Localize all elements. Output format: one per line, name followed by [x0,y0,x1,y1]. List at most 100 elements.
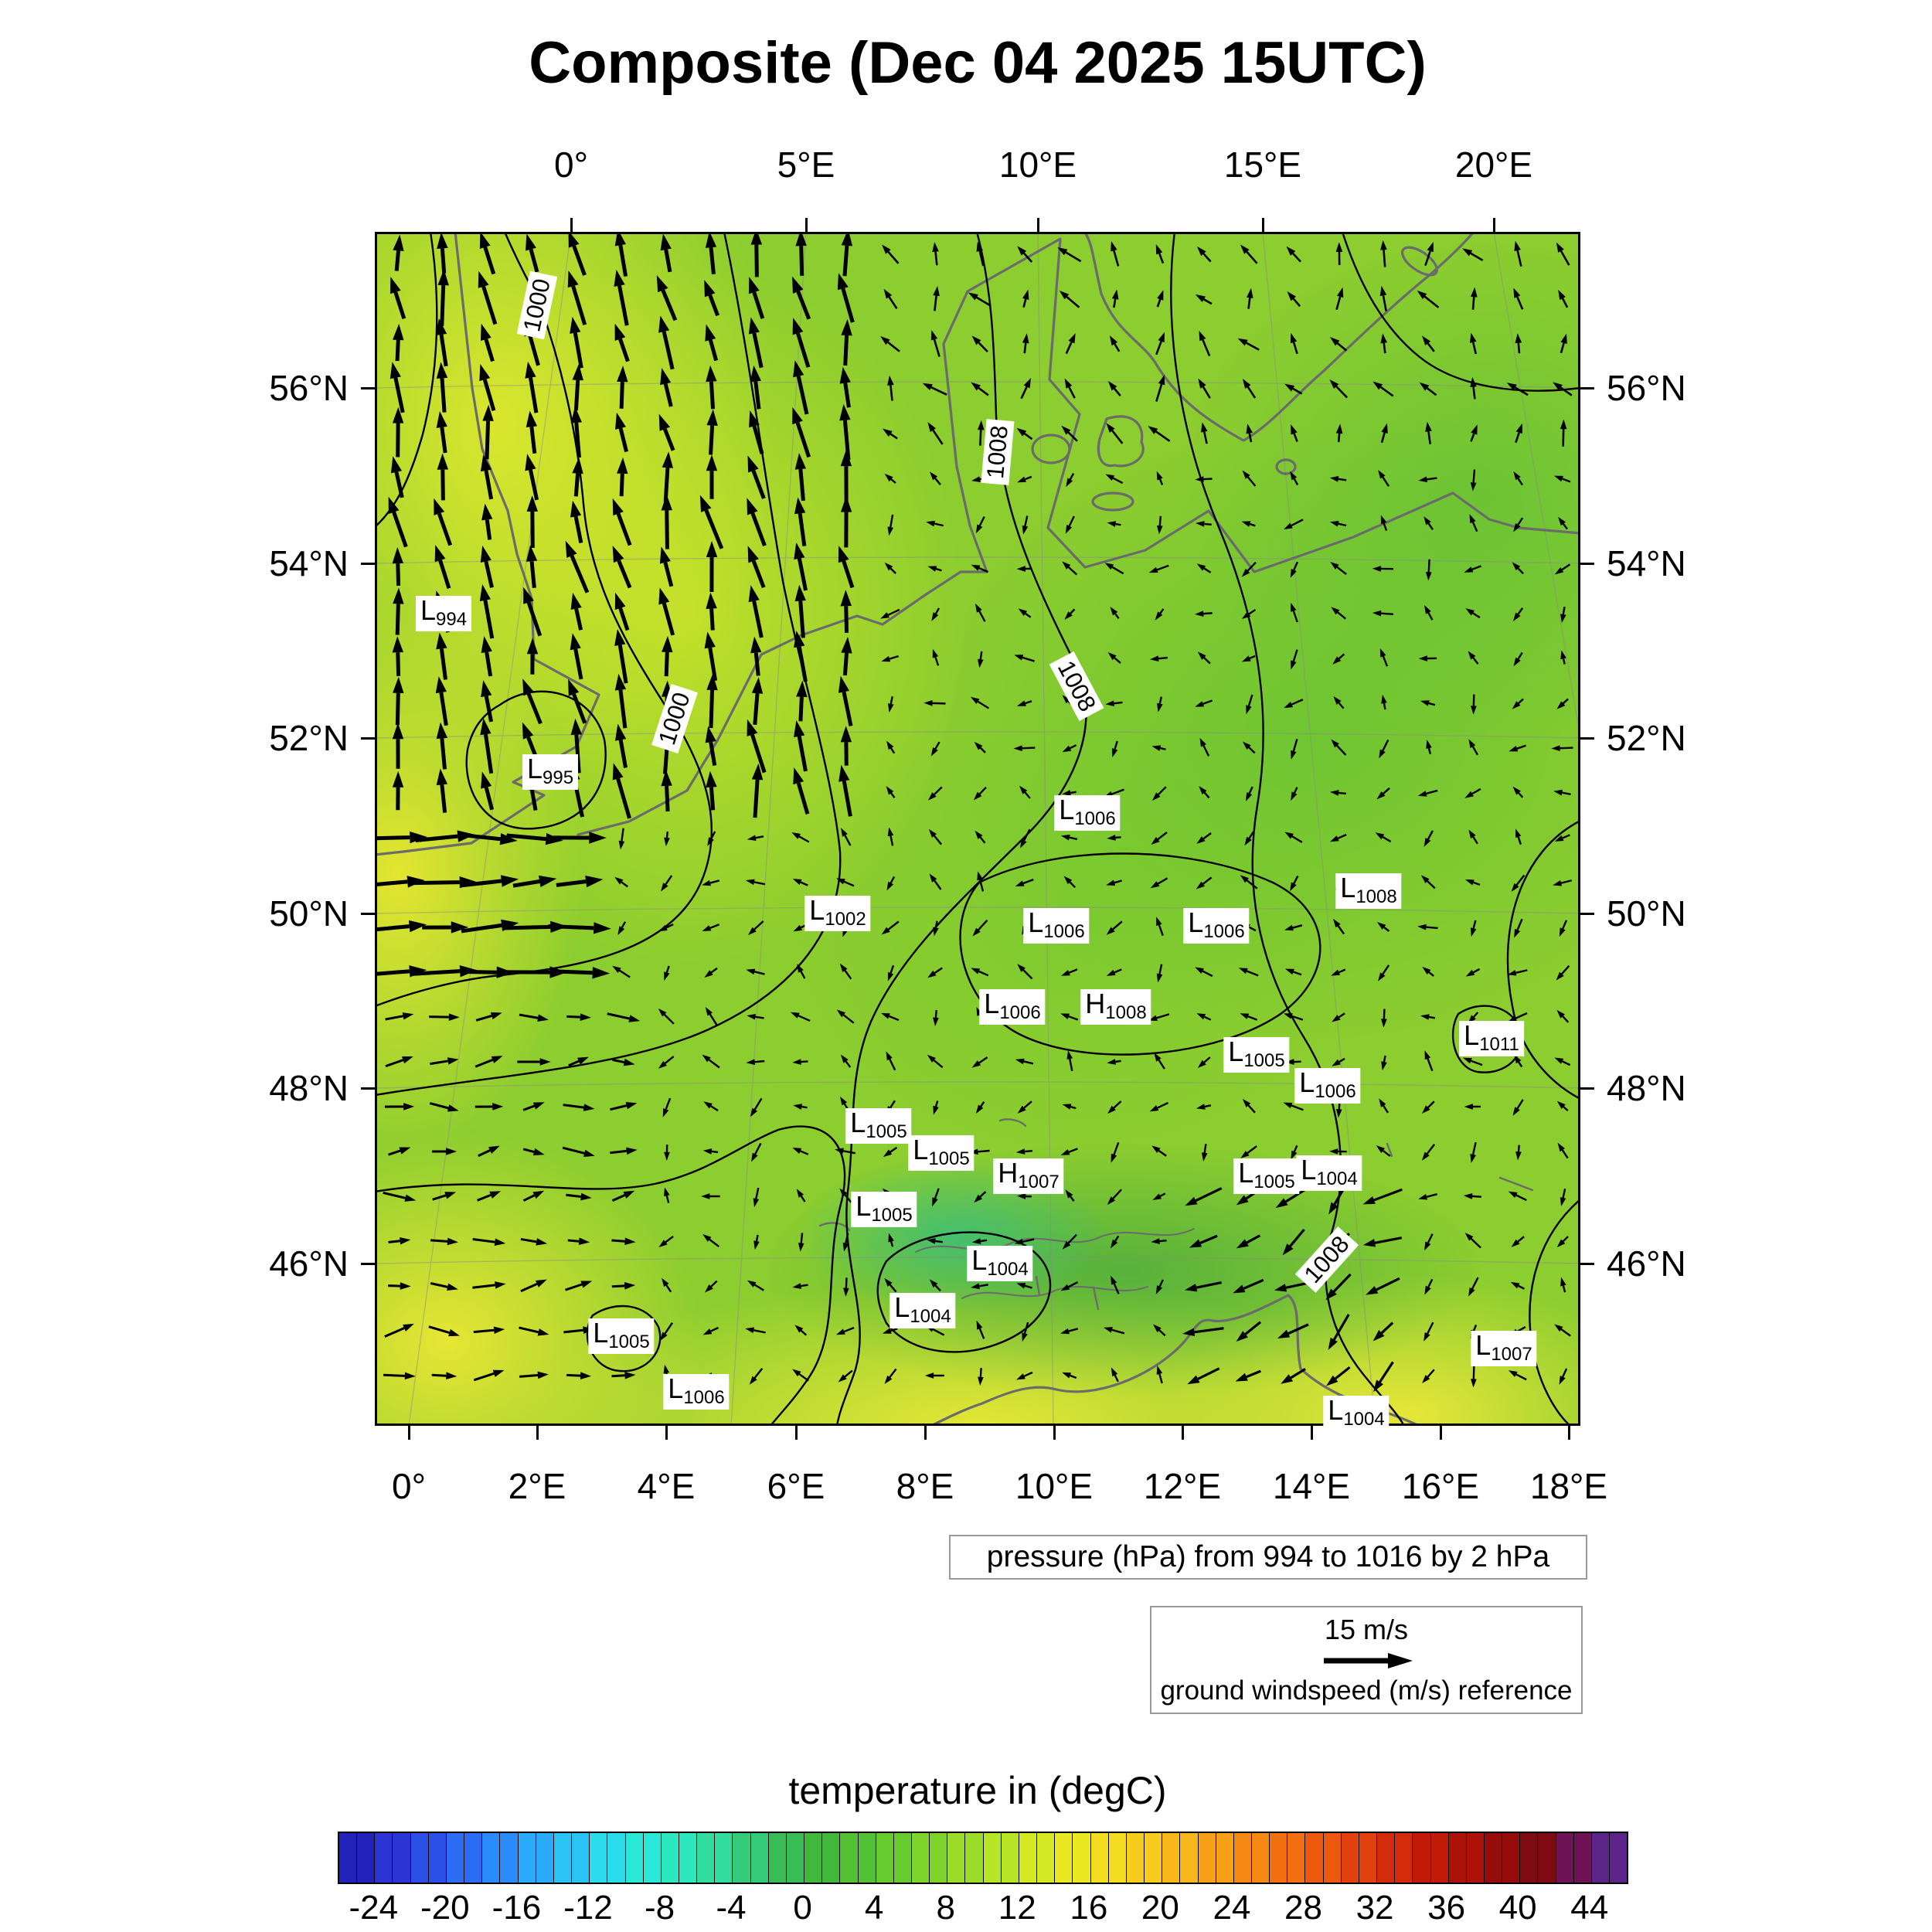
wind-arrow [886,786,896,798]
wind-arrow [1515,423,1522,444]
wind-arrow [1059,290,1080,308]
colorbar-cell [1233,1833,1252,1883]
wind-arrow [702,1148,719,1155]
wind-arrow [1064,608,1076,620]
wind-arrow [1553,789,1571,796]
wind-arrow [1195,967,1213,978]
wind-arrow [1554,834,1570,842]
colorbar-tick-label: 0 [793,1889,812,1927]
wind-arrow [1468,1277,1479,1297]
wind-arrow [1511,1236,1525,1247]
wind-arrow [1471,694,1477,715]
wind-arrow [835,1148,855,1155]
wind-arrow [1016,700,1032,706]
wind-arrow [1016,427,1033,440]
wind-arrow [475,1012,502,1022]
wind-arrow [1017,475,1032,483]
pressure-center-low: L1005 [845,1107,912,1144]
pressure-center-value: 1005 [928,1148,970,1169]
pressure-center-letter: L [850,1107,866,1138]
wind-arrow [664,965,670,981]
colorbar-cell [804,1833,823,1883]
colorbar-cell [482,1833,501,1883]
wind-arrow [570,406,582,458]
wind-arrow [1155,375,1165,402]
wind-arrow [1019,785,1031,799]
wind-arrow [750,1097,763,1117]
wind-arrow [566,1372,592,1379]
wind-arrow [1283,1013,1304,1021]
colorbar-cell [1090,1833,1109,1883]
wind-arrow [1241,521,1256,527]
wind-arrow [748,277,765,319]
wind-arrow [568,679,587,724]
wind-arrow [706,365,717,410]
wind-arrow [1104,1327,1125,1335]
wind-arrow [1417,789,1438,797]
wind-arrow [1553,382,1573,396]
wind-arrow [1423,830,1434,847]
colorbar-cell [1305,1833,1324,1883]
wind-arrow [1236,1321,1261,1342]
wind-arrow [1107,521,1121,527]
axis-label-top: 20°E [1454,145,1533,185]
wind-arrow [388,496,408,548]
wind-arrow [838,764,852,817]
wind-arrow [1422,1369,1435,1384]
wind-arrow [1420,875,1436,889]
axis-tick-left [361,1262,375,1265]
wind-arrow [794,584,806,638]
wind-arrow [1199,786,1210,799]
colorbar-cell [428,1833,447,1883]
colorbar-cell [750,1833,769,1883]
wind-arrow [1156,515,1163,535]
wind-arrow [745,879,766,886]
colorbar-title: temperature in (degC) [788,1769,1167,1812]
wind-arrow [1425,421,1432,444]
wind-arrow [522,1148,545,1156]
axis-tick-right [1580,736,1594,740]
axis-label-left: 54°N [269,543,349,583]
wind-arrow [1286,246,1301,263]
wind-arrow [1329,379,1349,399]
wind-arrow [1104,563,1124,575]
wind-arrow [1016,1283,1032,1289]
wind-arrow [793,1104,808,1110]
colorbar-cell [1413,1833,1431,1883]
pressure-center-value: 1004 [910,1306,951,1327]
axis-tick-top [570,218,573,232]
wind-arrow [1291,787,1298,801]
wind-arrow [747,1280,764,1291]
wind-arrow [566,1013,591,1021]
axis-label-right: 56°N [1607,368,1686,408]
colorbar-tick-label: -16 [492,1889,542,1927]
colorbar-cell [1216,1833,1234,1883]
colorbar-cell [1448,1833,1467,1883]
colorbar-cell [536,1833,554,1883]
colorbar-cell [1180,1833,1199,1883]
wind-arrow [1333,696,1345,709]
axis-label-left: 56°N [269,368,349,408]
pressure-center-low: L1006 [979,989,1046,1025]
contour-label: 1008 [1049,651,1104,722]
wind-arrow [1057,247,1082,263]
wind-arrow [702,1233,719,1248]
wind-arrow [881,920,900,935]
wind-arrow [699,495,724,549]
wind-arrow [792,1283,808,1289]
wind-arrow [975,516,985,534]
axis-tick-top [804,218,808,232]
wind-arrow [615,412,629,453]
wind-arrow [704,631,718,682]
wind-arrow [1291,649,1298,670]
wind-arrow [1422,335,1435,352]
wind-arrow [702,879,720,886]
colorbar-cell [1270,1833,1288,1883]
wind-arrow [1281,1368,1306,1384]
wind-arrow [1197,1056,1211,1069]
colorbar-cell [1430,1833,1449,1883]
wind-arrow [1514,240,1522,267]
colorbar-cell [947,1833,966,1883]
wind-arrow [1513,517,1524,532]
wind-arrow [1329,833,1347,842]
